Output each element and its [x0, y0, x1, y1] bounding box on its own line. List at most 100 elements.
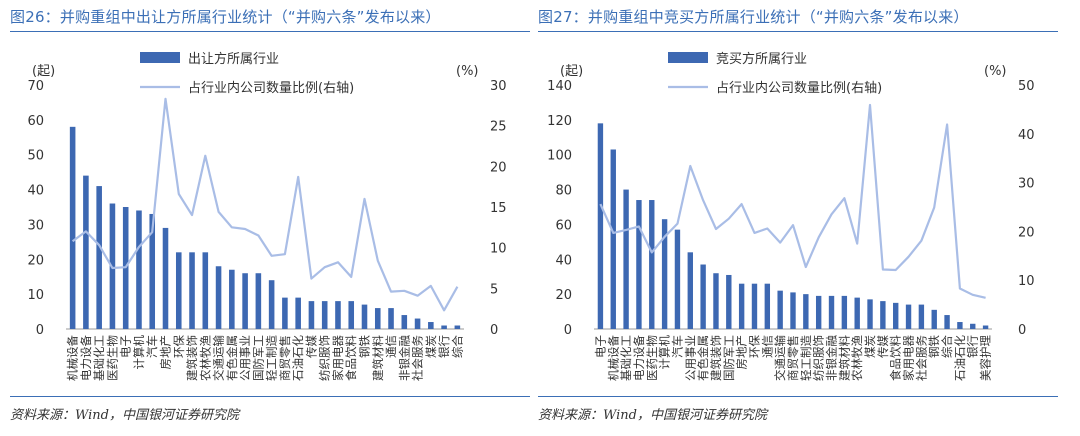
bar-基础化工 — [623, 189, 629, 329]
category-label: 计算机 — [658, 335, 672, 370]
bar-公用事业 — [242, 273, 248, 329]
bar-交通运输 — [777, 290, 783, 329]
right-tick-label: 0 — [1018, 323, 1026, 338]
category-label: 国防军工 — [722, 335, 736, 381]
category-label: 社会服务 — [914, 335, 928, 381]
legend-bar-swatch — [140, 52, 180, 63]
left-tick-label: 140 — [547, 79, 572, 94]
category-label: 汽车 — [670, 335, 684, 358]
bar-汽车 — [674, 229, 681, 329]
legend-bar-label: 出让方所属行业 — [188, 51, 279, 67]
category-label: 房地产 — [735, 335, 749, 370]
bar-汽车 — [149, 213, 156, 329]
category-label: 石油石化 — [953, 335, 967, 381]
bar-交通运输 — [215, 266, 222, 329]
category-label: 商贸零售 — [786, 335, 800, 381]
right-tick-label: 50 — [1018, 79, 1035, 94]
left-tick-label: 40 — [555, 253, 572, 268]
source-note: 资料来源：Wind，中国银河证券研究院 — [10, 408, 239, 423]
left-tick-label: 30 — [27, 218, 44, 233]
bar-公用事业 — [687, 252, 693, 329]
bar-基础化工 — [96, 186, 102, 329]
bar-传媒 — [308, 301, 315, 329]
bar-国防军工 — [726, 274, 732, 329]
bar-国防军工 — [255, 273, 262, 329]
title-rule — [10, 31, 530, 32]
category-label: 煤炭 — [424, 335, 438, 358]
category-label: 纺织服饰 — [318, 335, 332, 381]
category-label: 传媒 — [876, 335, 890, 358]
bar-line-chart: (起) (%) 0 10 20 30 40 50 60 70 0 5 10 15 20 25 30 机械设备 电力设… — [27, 51, 507, 381]
left-tick-label: 50 — [27, 149, 44, 164]
category-label: 环保 — [172, 335, 186, 358]
category-label: 建筑材料 — [837, 335, 851, 381]
bar-银行 — [970, 323, 976, 329]
left-tick-label: 0 — [36, 323, 44, 338]
bar-商贸零售 — [790, 292, 796, 329]
category-label: 建筑装饰 — [185, 335, 199, 381]
right-tick-label: 20 — [490, 160, 507, 175]
category-label: 钢铁 — [358, 335, 372, 358]
bar-医药生物 — [649, 200, 655, 329]
bar-煤炭 — [428, 322, 434, 329]
right-tick-label: 0 — [490, 323, 498, 338]
category-label: 轻工制造 — [265, 335, 279, 381]
category-label: 公用事业 — [238, 335, 252, 381]
right-tick-label: 30 — [490, 79, 507, 94]
left-axis-unit: (起) — [32, 64, 55, 79]
bar-建筑装饰 — [189, 252, 195, 329]
category-label: 综合 — [940, 335, 954, 358]
bar-有色金属 — [229, 269, 235, 329]
bar-电力设备 — [83, 175, 89, 329]
legend-line-label: 占行业内公司数量比例(右轴) — [188, 80, 354, 96]
bar-综合 — [944, 315, 950, 329]
category-label: 基础化工 — [619, 335, 633, 381]
bar-食品饮料 — [893, 302, 899, 329]
right-axis-unit: (%) — [456, 64, 479, 79]
category-label: 机械设备 — [606, 335, 620, 381]
category-label: 医药生物 — [645, 335, 659, 381]
bar-钢铁 — [931, 309, 937, 329]
bar-电力设备 — [636, 200, 642, 329]
category-label: 电力设备 — [632, 335, 646, 381]
right-tick-label: 20 — [1018, 225, 1035, 240]
bar-房地产 — [738, 283, 745, 329]
legend-bar-swatch — [668, 52, 708, 63]
source-rule — [538, 396, 1058, 397]
source-rule — [10, 396, 530, 397]
left-tick-label: 80 — [555, 184, 572, 199]
right-tick-label: 25 — [490, 120, 507, 135]
left-axis-unit: (起) — [560, 64, 583, 79]
category-label: 食品饮料 — [889, 335, 903, 381]
chart-title: 图26：并购重组中出让方所属行业统计（“并购六条”发布以来） — [10, 8, 441, 26]
category-label: 农林牧渔 — [198, 335, 212, 381]
bar-银行 — [441, 325, 447, 329]
category-label: 银行 — [966, 335, 980, 358]
bar-钢铁 — [361, 304, 368, 329]
bar-综合 — [454, 325, 461, 329]
chart-title: 图27：并购重组中竞买方所属行业统计（“并购六条”发布以来） — [538, 8, 969, 26]
bar-纺织服饰 — [321, 301, 328, 329]
bar-建筑装饰 — [713, 273, 719, 329]
right-tick-label: 10 — [490, 242, 507, 257]
category-label: 交通运输 — [212, 335, 226, 381]
bar-轻工制造 — [803, 294, 809, 329]
bar-社会服务 — [918, 304, 925, 329]
category-label: 电力设备 — [79, 335, 93, 381]
category-label: 非银金融 — [825, 335, 839, 381]
category-label: 家用电器 — [331, 335, 345, 381]
bar-纺织服饰 — [815, 295, 822, 329]
bar-非银金融 — [401, 315, 408, 329]
category-label: 食品饮料 — [344, 335, 358, 381]
category-label: 电子 — [119, 335, 133, 358]
bar-社会服务 — [414, 318, 421, 329]
left-tick-label: 100 — [547, 149, 572, 164]
right-tick-label: 30 — [1018, 177, 1035, 192]
bar-建筑材料 — [841, 295, 848, 329]
title-rule — [538, 31, 1058, 32]
category-label: 建筑材料 — [371, 335, 385, 381]
category-label: 煤炭 — [863, 335, 877, 358]
bar-机械设备 — [69, 126, 76, 329]
category-label: 美容护理 — [979, 335, 993, 381]
category-label: 非银金融 — [397, 335, 411, 381]
